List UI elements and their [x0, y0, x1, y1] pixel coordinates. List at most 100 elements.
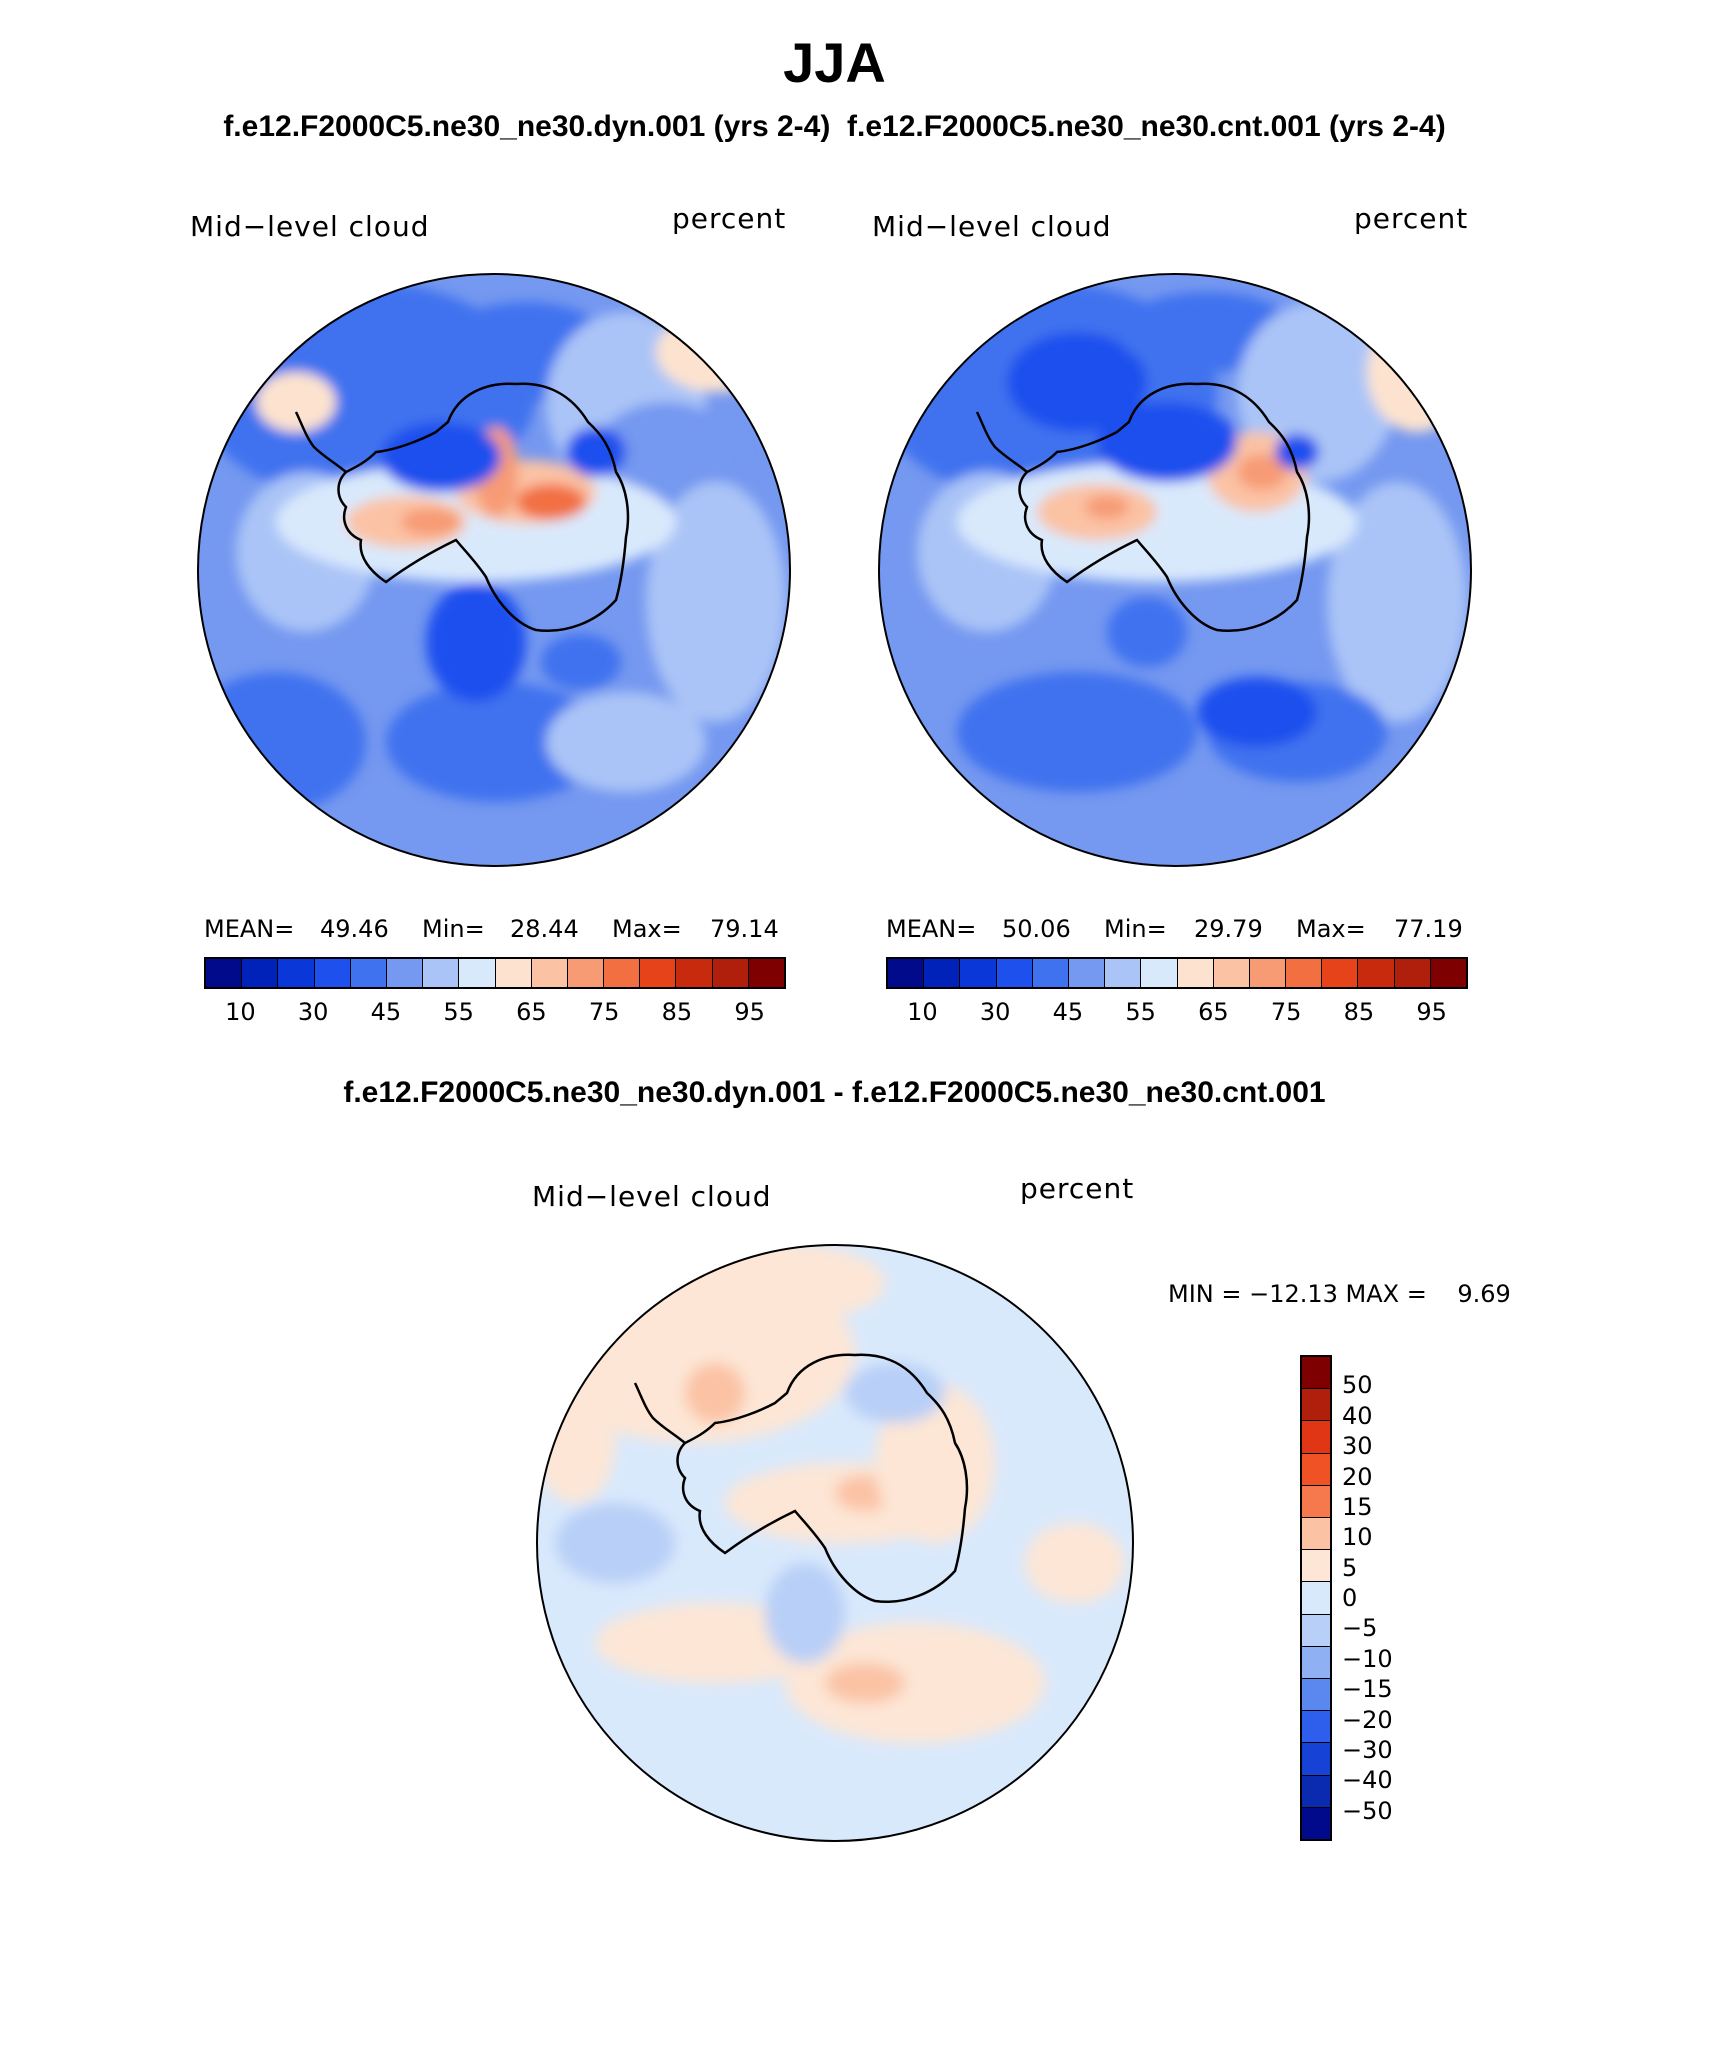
colorbar-swatch — [495, 959, 532, 987]
colorbar-swatch — [1302, 1614, 1330, 1647]
field-region — [516, 484, 586, 520]
colorbar-tick-label: 65 — [1198, 998, 1229, 1026]
antarctica-coastline — [676, 1353, 969, 1603]
panel1-mean-label: MEAN= — [204, 915, 295, 943]
field-region — [825, 1663, 905, 1703]
panel2-variable-label: Mid−level cloud — [872, 210, 1112, 243]
colorbar-tick-label: 5 — [1342, 1553, 1358, 1582]
colorbar-swatch — [1302, 1485, 1330, 1519]
field-region — [566, 427, 626, 477]
field-region — [546, 692, 706, 792]
diff-variable-label: Mid−level cloud — [532, 1180, 772, 1213]
colorbar-tick-label: 30 — [979, 998, 1011, 1026]
colorbar-tick-label: 55 — [1125, 998, 1156, 1026]
colorbar-tick-label: 40 — [1342, 1401, 1373, 1430]
colorbar-tick-label: 15 — [1342, 1492, 1373, 1521]
panel1-mean-value: 49.46 — [320, 915, 389, 943]
colorbar-swatch — [1302, 1807, 1330, 1840]
colorbar-swatch — [1302, 1421, 1330, 1454]
colorbar-swatch — [1358, 959, 1395, 987]
difference-colorbar — [1300, 1355, 1332, 1841]
field-region — [1197, 677, 1317, 747]
colorbar-swatch — [1302, 1775, 1330, 1808]
colorbar-swatch — [1302, 1550, 1330, 1583]
colorbar-swatch — [640, 959, 677, 987]
panel2-colorbar — [886, 957, 1468, 989]
colorbar-swatch — [1302, 1518, 1330, 1551]
field-region — [381, 422, 501, 492]
colorbar-tick-label: 10 — [225, 998, 256, 1026]
panel1-variable-label: Mid−level cloud — [190, 210, 430, 243]
field-region — [646, 482, 786, 722]
colorbar-swatch — [1249, 959, 1287, 987]
colorbar-swatch — [1394, 959, 1431, 987]
colorbar-tick-label: 10 — [907, 998, 938, 1026]
colorbar-tick-label: 95 — [1416, 998, 1447, 1026]
colorbar-swatch — [924, 959, 961, 987]
field-region — [656, 312, 776, 392]
colorbar-swatch — [1302, 1389, 1330, 1422]
colorbar-swatch — [423, 959, 460, 987]
colorbar-tick-label: 65 — [516, 998, 547, 1026]
colorbar-tick-label: 10 — [1342, 1523, 1373, 1552]
case-titles: f.e12.F2000C5.ne30_ne30.dyn.001 (yrs 2-4… — [223, 110, 1446, 143]
panel2-min-value: 29.79 — [1194, 915, 1263, 943]
colorbar-swatch — [242, 959, 279, 987]
panel1-polar-map — [197, 273, 791, 867]
colorbar-tick-label: 30 — [1342, 1432, 1373, 1461]
colorbar-tick-label: −40 — [1342, 1766, 1393, 1795]
colorbar-swatch — [604, 959, 641, 987]
peninsula-coastline — [633, 1382, 686, 1444]
panel1-max-label: Max= — [612, 915, 682, 943]
panel1-colorbar-ticks: 10 30 45 55 65 75 85 95 — [204, 998, 786, 1028]
colorbar-swatch — [1068, 959, 1106, 987]
difference-title: f.e12.F2000C5.ne30_ne30.dyn.001 - f.e12.… — [343, 1076, 1326, 1109]
peninsula-coastline — [975, 411, 1028, 473]
colorbar-tick-label: −50 — [1342, 1796, 1393, 1825]
field-region — [555, 1503, 675, 1583]
colorbar-tick-label: −20 — [1342, 1705, 1393, 1734]
field-region — [426, 582, 526, 702]
map-border — [536, 1244, 1134, 1842]
colorbar-tick-label: 85 — [661, 998, 693, 1026]
colorbar-tick-label: 95 — [734, 998, 765, 1026]
colorbar-tick-label: 75 — [1270, 998, 1302, 1026]
colorbar-swatch — [1430, 959, 1466, 987]
field-region — [765, 1563, 845, 1663]
field-region — [665, 1245, 885, 1323]
map-border — [197, 273, 791, 867]
panel2-polar-map — [878, 273, 1472, 867]
colorbar-swatch — [1302, 1743, 1330, 1776]
field-region — [1367, 312, 1467, 432]
panel1-colorbar — [204, 957, 786, 989]
field-region — [685, 1363, 745, 1423]
colorbar-swatch — [278, 959, 315, 987]
antarctica-coastline — [337, 382, 630, 632]
colorbar-tick-label: 45 — [370, 998, 402, 1026]
colorbar-swatch — [459, 959, 496, 987]
colorbar-tick-label: 50 — [1342, 1371, 1373, 1400]
field-region — [1237, 454, 1287, 490]
field-region — [541, 634, 621, 690]
colorbar-tick-label: −5 — [1342, 1614, 1378, 1643]
field-region — [256, 372, 336, 432]
field-region — [386, 682, 606, 802]
field-region — [665, 1733, 885, 1833]
colorbar-tick-label: 20 — [1342, 1462, 1373, 1491]
colorbar-swatch — [1302, 1646, 1330, 1680]
main-title: JJA — [783, 31, 886, 94]
colorbar-swatch — [1322, 959, 1359, 987]
diff-units-label: percent — [1020, 1172, 1135, 1205]
colorbar-swatch — [960, 959, 997, 987]
field-region — [1275, 434, 1319, 470]
colorbar-swatch — [1302, 1679, 1330, 1712]
field-region — [845, 1363, 945, 1423]
colorbar-tick-label: −30 — [1342, 1735, 1393, 1764]
colorbar-swatch — [676, 959, 713, 987]
field-region — [1327, 482, 1467, 722]
map-border — [878, 273, 1472, 867]
difference-polar-map — [536, 1244, 1134, 1842]
peninsula-coastline — [294, 411, 347, 473]
colorbar-tick-label: 85 — [1343, 998, 1375, 1026]
colorbar-swatch — [1302, 1453, 1330, 1486]
